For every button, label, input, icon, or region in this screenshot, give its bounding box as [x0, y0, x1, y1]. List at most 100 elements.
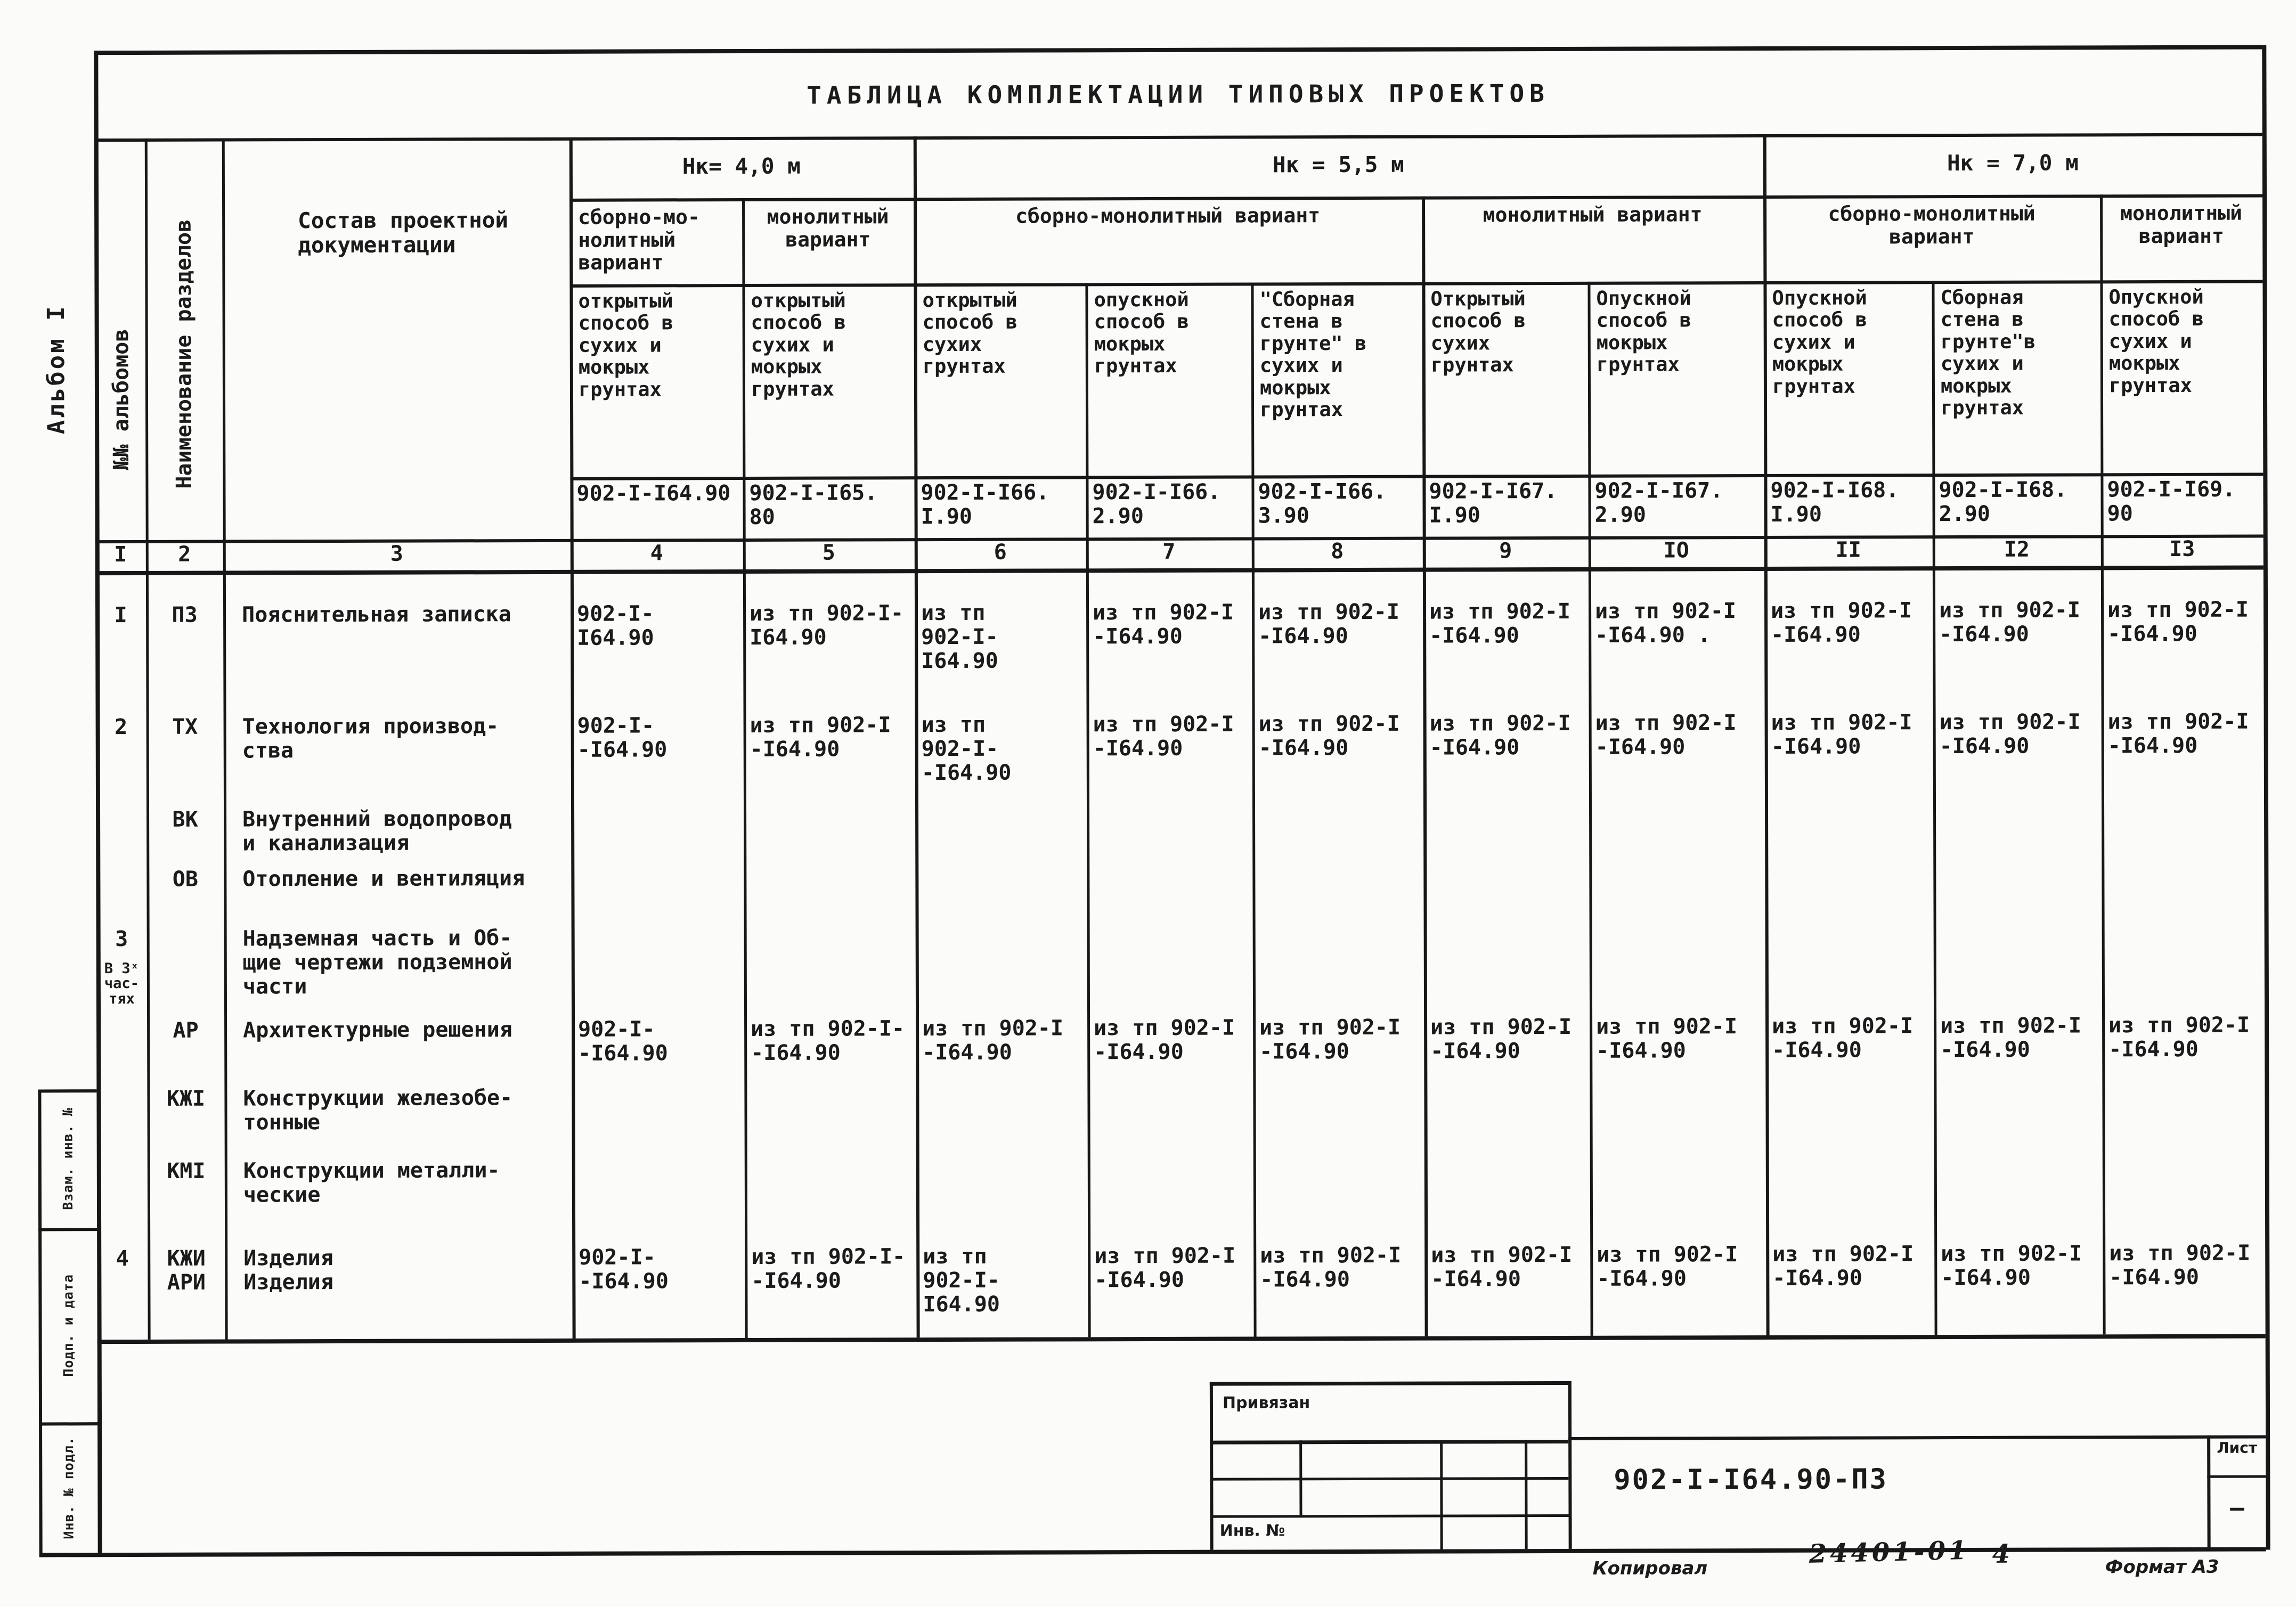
grid-line-v — [569, 137, 576, 1339]
row-name: Конструкции железобе- тонные — [243, 1086, 513, 1135]
grid-line-v — [1932, 281, 1937, 1335]
list-label: Лист — [2217, 1439, 2258, 1457]
column-number: I — [114, 542, 127, 567]
grid-line-h — [38, 1228, 97, 1231]
column-number: 6 — [994, 540, 1007, 565]
row-cell: из тп 902-I -I64.90 — [1939, 598, 2081, 647]
variant-group-label: монолитный вариант — [1483, 202, 1703, 227]
grid-line-h — [1210, 1514, 1569, 1518]
grid-line-h — [1568, 1435, 2208, 1440]
stamp-label: Инв. № подл. — [61, 1436, 77, 1539]
grid-line-v — [38, 1089, 43, 1553]
row-cell: из тп 902-I -I64.90 — [1941, 1241, 2082, 1290]
row-cell: из тп 902-I- I64.90 — [923, 1244, 1000, 1317]
grid-line-v — [913, 136, 920, 1338]
row-cell: из тп 902-I- -I64.90 — [751, 1244, 906, 1293]
variant-group-label: сборно-мо- нолитный вариант — [578, 205, 700, 274]
table-grid: Нк= 4,0 м Нк = 5,5 м Нк = 7,0 м сборно-мо- … — [0, 0, 2294, 1557]
row-cell: из тп 902-I -I64.90 — [1094, 1015, 1235, 1065]
row-name: Технология производ- ства — [242, 714, 499, 763]
list-value: — — [2230, 1494, 2244, 1522]
row-album: 3 — [115, 927, 128, 952]
method-header-cell: опускной способ в мокрых грунтах — [1094, 288, 1189, 378]
document-code: 902-I-I64.90-ПЗ — [1614, 1463, 1888, 1496]
row-cell: из тп 902-I- I64.90 — [750, 601, 904, 650]
variant-group-label: сборно-монолитный вариант — [1015, 203, 1321, 228]
column-number: 9 — [1499, 539, 1512, 564]
row-cell: из тп 902-I- -I64.90 — [751, 1016, 905, 1065]
row-cell: из тп 902-I -I64.90 — [2109, 1241, 2251, 1290]
project-code-cell: 902-I-I68. 2.90 — [1939, 477, 2067, 526]
project-code-cell: 902-I-I67. 2.90 — [1594, 478, 1723, 527]
row-cell: из тп 902-I- I64.90 — [921, 600, 998, 673]
row-cell: из тп 902-I -I64.90 — [1258, 711, 1400, 761]
row-cell: из тп 902-I -I64.90 — [1429, 599, 1571, 648]
row-cell: из тп 902-I -I64.90 — [1093, 600, 1234, 649]
row-cell: из тп 902-I -I64.90 — [1094, 1243, 1236, 1293]
grid-line-v — [2100, 194, 2106, 1335]
row-cell: из тп 902-I -I64.90 — [1430, 1014, 1572, 1064]
grid-line-v — [1587, 281, 1593, 1336]
row-cell: из тп 902-I -I64.90 — [1431, 1242, 1573, 1292]
grid-line-v — [1299, 1440, 1302, 1515]
grid-line-v — [1251, 282, 1257, 1337]
row-section: КЖI — [166, 1086, 206, 1111]
row-name: Надземная часть и Об- щие чертежи подзем… — [242, 926, 512, 999]
method-header-cell: открытый способ в сухих и мокрых грунтах — [578, 289, 673, 401]
row-cell: из тп 902-I -I64.90 — [1429, 711, 1571, 760]
row-cell: из тп 902-I -I64.90 — [922, 1016, 1064, 1065]
grid-line-h — [97, 1334, 2266, 1344]
row-cell: из тп 902-I -I64.90 — [1939, 709, 2081, 758]
row-cell: из тп 902-I -I64.90 — [2108, 1013, 2250, 1062]
row-name: Внутренний водопровод и канализация — [242, 806, 512, 856]
grid-line-h — [2207, 1475, 2266, 1478]
row-section: ВК — [172, 807, 198, 832]
project-code-cell: 902-I-I69. 90 — [2107, 477, 2236, 526]
row-album-note: В 3ˣ час- тях — [104, 960, 139, 1007]
row-section: ТХ — [172, 714, 198, 739]
grid-line-v — [1525, 1440, 1528, 1549]
variant-group-label: сборно-монолитный вариант — [1828, 201, 2036, 248]
nk-group-label: Нк = 7,0 м — [1947, 150, 2079, 176]
variant-group-label: монолитный вариант — [767, 205, 889, 251]
row-album: 2 — [115, 715, 128, 740]
grid-line-v — [1422, 196, 1428, 1336]
row-name: Отопление и вентиляция — [242, 866, 525, 892]
row-section: КМI — [167, 1159, 206, 1184]
column-number: 4 — [650, 541, 663, 566]
row-cell: 902-I- I64.90 — [577, 601, 654, 650]
column-number: 7 — [1162, 539, 1176, 564]
grid-line-v — [1568, 1381, 1572, 1549]
method-header-cell: открытый способ в сухих и мокрых грунтах — [751, 289, 846, 401]
column-number: 5 — [822, 540, 835, 565]
row-cell: из тп 902-I -I64.90 — [2107, 709, 2249, 758]
row-name: Пояснительная записка — [242, 602, 511, 627]
row-cell: из тп 902-I -I64.90 — [1260, 1243, 1402, 1292]
row-cell: из тп 902-I -I64.90 — [1940, 1013, 2082, 1062]
variant-group-label: монолитный вариант — [2120, 201, 2243, 248]
page-title: ТАБЛИЦА КОМПЛЕКТАЦИИ ТИПОВЫХ ПРОЕКТОВ — [807, 79, 1550, 110]
row-section: ПЗ — [172, 602, 198, 627]
row-cell: из тп 902-I -I64.90 — [1093, 712, 1234, 761]
grid-line-v — [94, 51, 102, 1553]
project-code-cell: 902-I-I67. I.90 — [1429, 478, 1558, 528]
kopiroval-label: Копировал — [1592, 1557, 1708, 1579]
sheet-number: 4 — [1992, 1539, 2010, 1569]
grid-line-v — [1763, 134, 1770, 1335]
row-cell: из тп 902-I -I64.90 — [1597, 1242, 1738, 1291]
row-cell: 902-I- -I64.90 — [577, 713, 667, 762]
row-section: АР — [173, 1018, 199, 1043]
header-sections-label: Наименование разделов — [171, 219, 197, 489]
row-album: 4 — [116, 1246, 129, 1271]
row-cell: из тп 902-I -I64.90 — [2107, 597, 2249, 647]
column-number: II — [1835, 537, 1861, 562]
grid-line-v — [2262, 45, 2270, 1550]
grid-line-v — [742, 198, 748, 1338]
row-name: Архитектурные решения — [243, 1017, 512, 1043]
column-number: I2 — [2004, 537, 2030, 562]
row-album: I — [114, 603, 127, 628]
column-number: 2 — [178, 542, 191, 567]
grid-line-h — [569, 194, 2263, 202]
grid-line-v — [1440, 1440, 1443, 1549]
